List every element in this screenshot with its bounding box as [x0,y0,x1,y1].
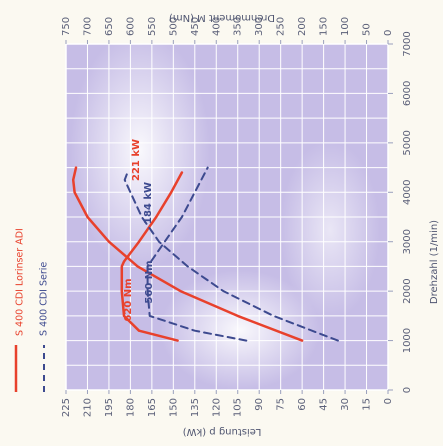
torque-curve-1 [146,166,248,342]
torque-tick-label: 600 [125,17,136,36]
x-tick-label: 6000 [402,81,413,106]
rpm-axis-title: Drehzahl (1/min) [429,220,440,304]
plot-background [66,30,388,390]
torque-tick-label: 450 [190,17,201,36]
plot-frame [65,43,389,391]
legend: S 400 CDI Lorinser ADI S 400 CDI Serie [15,228,50,392]
torque-tick-label: 400 [211,17,222,36]
power-tick-label: 135 [190,398,201,417]
power-tick-label: 165 [147,398,158,417]
legend-label-lorinser: S 400 CDI Lorinser ADI [15,228,26,336]
torque-tick-label: 150 [319,17,330,36]
power-tick-label: 180 [125,398,136,417]
power-tick-label: 15 [362,398,373,411]
annotation-label: 184 kW [143,182,154,224]
annotation-label: 221 kW [131,139,142,181]
legend-label-serie: S 400 CDI Serie [39,262,50,336]
torque-tick-label: 300 [254,17,265,36]
torque-axis-ticks: 0 50 100 150 200 250 300 350 400 450 500 550 600 650 7… [61,17,394,44]
torque-tick-label: 100 [340,17,351,36]
torque-tick-label: 500 [168,17,179,36]
torque-tick-label: 50 [362,23,373,36]
power-curve-0 [71,166,304,342]
power-tick-label: 30 [340,398,351,411]
torque-tick-label: 650 [104,17,115,36]
torque-tick-label: 0 [383,30,394,36]
x-tick-label: 5000 [402,130,413,155]
torque-tick-label: 750 [61,17,72,36]
torque-tick-label: 550 [147,17,158,36]
torque-tick-label: 200 [297,17,308,36]
x-tick-label: 1000 [402,328,413,353]
torque-curve-0 [120,171,184,342]
x-tick-label: 4000 [402,180,413,205]
power-axis-title: Leistung p (kW) [183,426,262,437]
torque-tick-label: 350 [233,17,244,36]
torque-tick-label: 700 [82,17,93,36]
x-tick-label: 2000 [402,278,413,303]
power-tick-label: 75 [276,398,287,411]
x-tick-label: 7000 [402,31,413,56]
x-tick-label: 0 [402,387,413,393]
torque-axis-title: Drehmoment M (Nm) [169,12,275,23]
torque-tick-label: 250 [276,17,287,36]
power-tick-label: 210 [82,398,93,417]
x-axis-ticks: 0 1000 2000 3000 4000 5000 6000 7000 [388,31,413,393]
power-tick-label: 45 [319,398,330,411]
power-curve-1 [123,171,339,342]
power-tick-label: 150 [168,398,179,417]
power-tick-label: 105 [233,398,244,417]
x-tick-label: 3000 [402,229,413,254]
annotation-label: 560 Nm [144,260,155,303]
power-tick-label: 90 [254,398,265,411]
power-tick-label: 195 [104,398,115,417]
annotation-label: 620 Nm [123,278,134,321]
power-tick-label: 0 [383,398,394,404]
curves [71,166,339,342]
power-tick-label: 120 [211,398,222,417]
power-tick-label: 225 [61,398,72,417]
power-axis-ticks: 0 15 30 45 60 75 90 105 120 135 150 165 180 195 210 225 [61,390,394,417]
power-tick-label: 60 [297,398,308,411]
